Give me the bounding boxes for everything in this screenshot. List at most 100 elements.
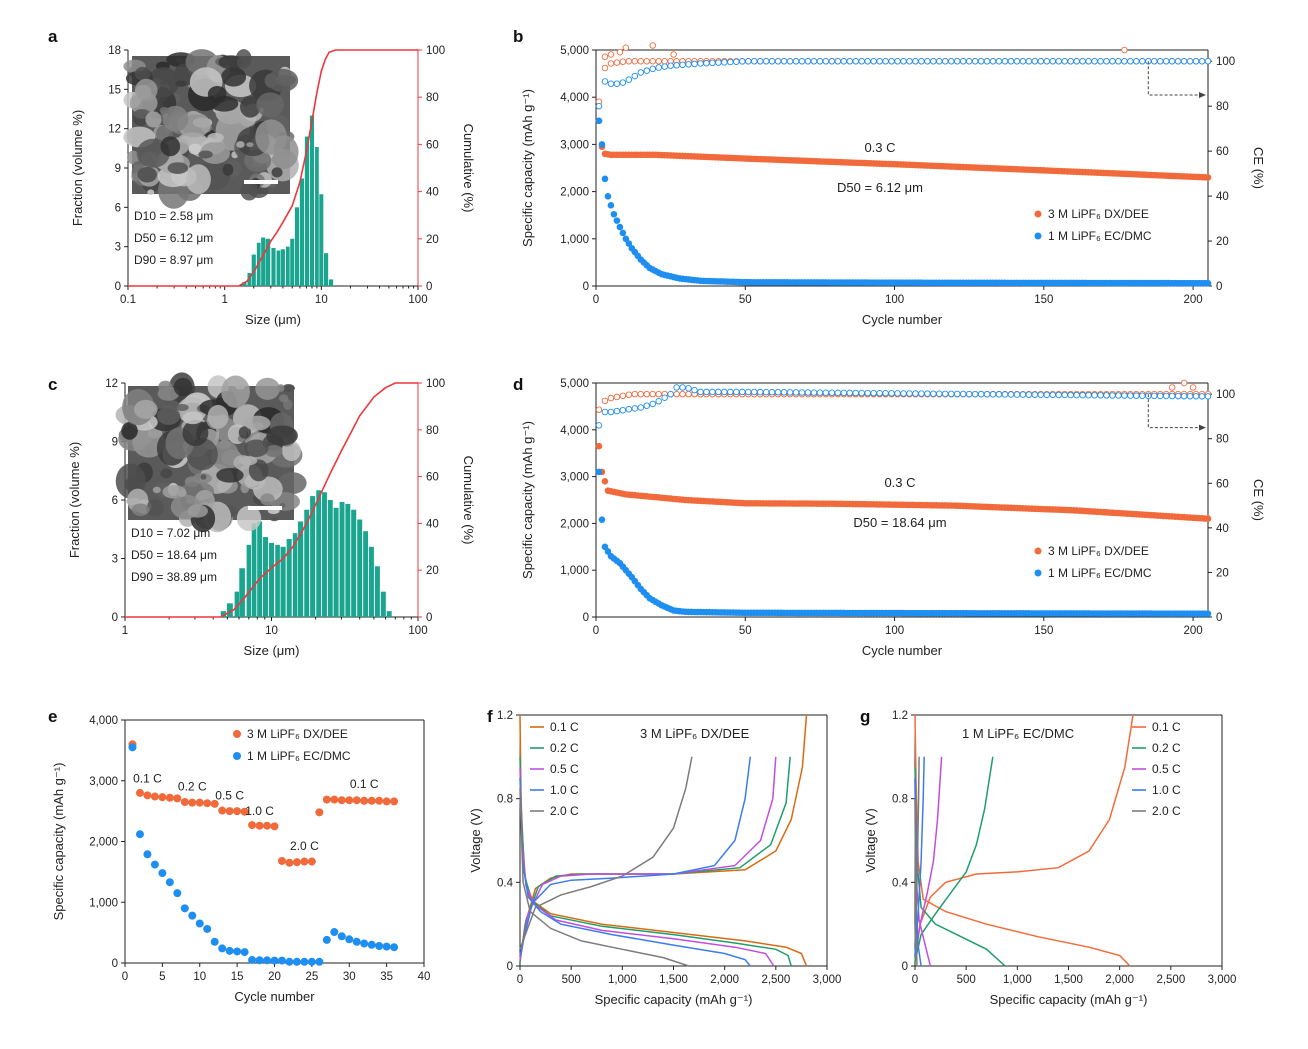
ce-point	[715, 388, 722, 396]
y-tick-label: 0.4	[497, 877, 514, 889]
ce-point	[616, 48, 624, 56]
y-tick-label: 0.8	[497, 794, 513, 806]
ce-point	[607, 394, 615, 402]
rate-point	[150, 792, 159, 801]
ce-point	[786, 389, 794, 396]
ce-point	[1019, 391, 1027, 398]
ce-point	[661, 394, 668, 401]
ce-point	[846, 389, 854, 397]
ce-axis-arrowhead	[1199, 91, 1206, 98]
panel-label-c: c	[48, 375, 57, 394]
sem-grain	[277, 384, 285, 392]
ce-point	[655, 398, 662, 405]
ce-point	[685, 61, 692, 68]
y-tick-label: 6	[115, 202, 121, 214]
ce-point	[1133, 392, 1140, 399]
y-tick-label: 0	[115, 281, 121, 293]
ce-point	[834, 57, 842, 65]
x-tick-label: 1,000	[1003, 974, 1032, 986]
ce-point	[995, 391, 1003, 398]
sem-grain	[270, 516, 279, 522]
y2-axis-label: Cumulative (%)	[461, 456, 476, 545]
ce-point	[613, 59, 621, 66]
histogram-bar	[304, 509, 310, 617]
rate-point	[248, 955, 257, 964]
scale-bar	[244, 180, 278, 184]
sem-grain	[265, 445, 283, 458]
capacity-point	[601, 477, 609, 485]
ce-point	[1186, 392, 1194, 400]
y-tick-label: 0	[583, 281, 589, 293]
ce-point	[810, 389, 818, 396]
sem-grain	[246, 142, 254, 148]
rate-point	[203, 924, 212, 933]
sem-grain	[175, 57, 185, 64]
sem-grain	[175, 403, 189, 411]
x-axis-label: Cycle number	[862, 643, 943, 658]
rate-point	[322, 795, 331, 804]
x-tick-label: 0.1	[120, 294, 136, 306]
sem-grain	[218, 55, 244, 70]
histogram-bar	[339, 501, 345, 617]
rate-label: 0.1 C	[350, 777, 379, 791]
ce-point	[1055, 57, 1062, 65]
sem-grain	[236, 56, 251, 69]
ce-point	[1180, 57, 1188, 65]
histogram-bar	[226, 603, 233, 617]
ce-point	[995, 57, 1003, 65]
y-tick-label: 0	[112, 958, 118, 970]
ce-point	[989, 57, 997, 65]
y-tick-label: 3,000	[89, 776, 118, 788]
ce-point	[1121, 57, 1128, 65]
rate-point	[300, 957, 309, 966]
ce-point	[715, 59, 722, 66]
ce-point	[1037, 57, 1045, 65]
rate-label: 1.0 C	[245, 804, 274, 818]
ce-point	[1174, 392, 1182, 400]
ce-point	[595, 422, 603, 429]
sem-grain	[145, 111, 162, 128]
ce-point	[1156, 57, 1164, 65]
rate-point	[292, 957, 301, 966]
ce-point	[601, 78, 609, 85]
ce-point	[673, 62, 680, 69]
panel-b: b0 50 100 150 20001,0002,0003,0004,0005,000C…	[513, 27, 1266, 327]
chart-title: 3 M LiPF₆ DX/DEE	[640, 726, 750, 741]
ce-point	[697, 388, 704, 396]
rate-point	[210, 937, 219, 946]
histogram-bar	[280, 546, 286, 617]
ce-point	[601, 408, 609, 416]
ce-point	[930, 390, 937, 397]
ce-point	[721, 388, 728, 396]
psd-annotation: D10 = 2.58 μm	[134, 209, 213, 223]
ce-point	[798, 389, 806, 396]
rate-point	[307, 857, 316, 866]
sem-grain	[222, 163, 234, 176]
histogram-bar	[304, 136, 310, 286]
charge-curve	[519, 756, 693, 950]
rate-point	[360, 939, 369, 948]
ce-point	[1073, 391, 1080, 399]
legend-marker	[233, 730, 241, 738]
charge-curve	[914, 756, 943, 956]
y2-tick-label: 20	[1216, 236, 1229, 248]
histogram-bar	[234, 591, 240, 617]
ce-point	[989, 391, 997, 398]
ce-point	[768, 57, 776, 65]
panel-g: g 0 500 1,000 1,500 2,000 2,500 3,000 0 0.4 0.8 1.2…	[860, 707, 1236, 1007]
ce-point	[822, 57, 830, 65]
rate-point	[390, 943, 399, 952]
histogram-bar	[242, 282, 247, 286]
ce-point	[1067, 57, 1074, 65]
rate-point	[382, 797, 391, 806]
ce-point	[870, 389, 877, 397]
ce-point	[607, 80, 615, 87]
ce-point	[1121, 46, 1128, 54]
ce-point	[936, 390, 943, 398]
ce-point	[679, 61, 686, 69]
ce-point	[1013, 391, 1021, 398]
ce-point	[1055, 391, 1062, 399]
x-tick-label: 10	[315, 294, 328, 306]
ce-point	[965, 57, 973, 65]
